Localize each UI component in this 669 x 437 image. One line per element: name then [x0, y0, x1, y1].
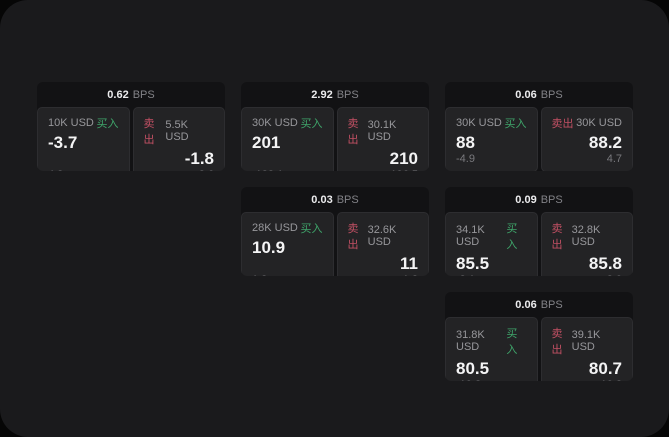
bps-header: 2.92 BPS	[241, 82, 429, 107]
sell-tile[interactable]: 卖出 5.5K USD -1.8 -2.6	[132, 107, 225, 171]
quote-card-1: 0.62 BPS 10K USD 买入 -3.7 4.3 卖出 5.5K USD	[37, 82, 225, 171]
sell-label: 卖出	[551, 328, 563, 356]
sell-tile[interactable]: 卖出 39.1K USD 80.7 10.2	[540, 317, 633, 381]
sell-tile[interactable]: 卖出 32.6K USD 11 -1.8	[336, 212, 429, 276]
quote-card-body: 34.1K USD 买入 85.5 -3.1 卖出 32.8K USD 85.8…	[445, 212, 633, 276]
buy-price: 10.9	[252, 238, 286, 257]
sell-amount: 32.6K USD	[367, 224, 397, 248]
sell-price: -1.8	[184, 149, 214, 168]
bps-unit-label: BPS	[336, 193, 359, 206]
bps-header: 0.09 BPS	[445, 187, 633, 212]
buy-amount: 28K USD	[252, 222, 298, 234]
sell-amount: 30K USD	[576, 117, 622, 129]
sell-label: 卖出	[551, 118, 574, 130]
sell-tile[interactable]: 卖出 30K USD 88.2 4.7	[540, 107, 633, 171]
buy-tile[interactable]: 30K USD 买入 88 -4.9	[445, 107, 538, 171]
quote-card-body: 30K USD 买入 201 -188.1 卖出 30.1K USD 210 1…	[241, 107, 429, 171]
buy-label: 买入	[504, 118, 527, 130]
buy-delta: 1.3	[252, 274, 323, 276]
quote-card-6: 0.06 BPS 31.8K USD 买入 80.5 -10.8 卖出 39.1…	[445, 292, 633, 381]
buy-label: 买入	[506, 223, 518, 251]
buy-tile[interactable]: 31.8K USD 买入 80.5 -10.8	[445, 317, 538, 381]
bps-header: 0.62 BPS	[37, 82, 225, 107]
buy-amount: 34.1K USD	[456, 224, 485, 248]
sell-price: 210	[389, 149, 418, 168]
bps-value: 0.03	[311, 193, 333, 206]
bps-unit-label: BPS	[540, 193, 563, 206]
quote-cards-grid: 0.62 BPS 10K USD 买入 -3.7 4.3 卖出 5.5K USD	[37, 82, 633, 381]
buy-amount: 31.8K USD	[456, 329, 485, 353]
sell-amount: 5.5K USD	[165, 119, 189, 143]
buy-tile[interactable]: 10K USD 买入 -3.7 4.3	[37, 107, 130, 171]
bps-unit-label: BPS	[540, 298, 563, 311]
quote-card-5: 0.09 BPS 34.1K USD 买入 85.5 -3.1 卖出 32.8K…	[445, 187, 633, 276]
buy-delta: -10.8	[456, 379, 527, 381]
sell-label: 卖出	[347, 223, 359, 251]
bps-value: 0.62	[107, 88, 129, 101]
buy-delta: -188.1	[252, 169, 323, 171]
buy-delta: -3.1	[456, 274, 527, 276]
quote-card-body: 28K USD 买入 10.9 1.3 卖出 32.6K USD 11 -1.8	[241, 212, 429, 276]
sell-label: 卖出	[551, 223, 563, 251]
quote-card-body: 31.8K USD 买入 80.5 -10.8 卖出 39.1K USD 80.…	[445, 317, 633, 381]
buy-amount: 30K USD	[456, 117, 502, 129]
sell-delta: 3.0	[552, 274, 622, 276]
buy-label: 买入	[300, 223, 323, 235]
quote-card-4: 0.03 BPS 28K USD 买入 10.9 1.3 卖出 32.6K US…	[241, 187, 429, 276]
sell-delta: -2.6	[144, 169, 214, 171]
sell-delta: 196.5	[348, 169, 418, 171]
buy-amount: 10K USD	[48, 117, 94, 129]
sell-price: 80.7	[588, 359, 622, 378]
sell-price: 11	[400, 254, 418, 273]
sell-amount: 39.1K USD	[571, 329, 601, 353]
buy-label: 买入	[506, 328, 518, 356]
buy-delta: 4.3	[48, 169, 119, 171]
bps-header: 0.03 BPS	[241, 187, 429, 212]
buy-tile[interactable]: 28K USD 买入 10.9 1.3	[241, 212, 334, 276]
buy-price: 80.5	[456, 359, 490, 378]
bps-header: 0.06 BPS	[445, 292, 633, 317]
buy-tile[interactable]: 34.1K USD 买入 85.5 -3.1	[445, 212, 538, 276]
buy-price: 88	[456, 133, 475, 152]
sell-label: 卖出	[143, 118, 155, 146]
buy-price: 85.5	[456, 254, 490, 273]
sell-delta: 4.7	[606, 152, 622, 165]
buy-price: 201	[252, 133, 281, 152]
buy-amount: 30K USD	[252, 117, 298, 129]
sell-price: 88.2	[588, 133, 622, 152]
quote-card-body: 10K USD 买入 -3.7 4.3 卖出 5.5K USD -1.8 -2.…	[37, 107, 225, 171]
bps-unit-label: BPS	[336, 88, 359, 101]
bps-value: 0.09	[515, 193, 537, 206]
sell-amount: 32.8K USD	[571, 224, 601, 248]
bps-value: 2.92	[311, 88, 333, 101]
quote-card-3: 0.06 BPS 30K USD 买入 88 -4.9 卖出 30K USD	[445, 82, 633, 171]
bps-value: 0.06	[515, 88, 537, 101]
buy-label: 买入	[96, 118, 119, 130]
bps-unit-label: BPS	[132, 88, 155, 101]
buy-delta: -4.9	[456, 152, 475, 165]
sell-tile[interactable]: 卖出 30.1K USD 210 196.5	[336, 107, 429, 171]
sell-price: 85.8	[588, 254, 622, 273]
sell-tile[interactable]: 卖出 32.8K USD 85.8 3.0	[540, 212, 633, 276]
sell-label: 卖出	[347, 118, 359, 146]
bps-value: 0.06	[515, 298, 537, 311]
buy-price: -3.7	[48, 133, 78, 152]
buy-label: 买入	[300, 118, 323, 130]
buy-tile[interactable]: 30K USD 买入 201 -188.1	[241, 107, 334, 171]
sell-delta: 10.2	[552, 379, 622, 381]
quote-card-body: 30K USD 买入 88 -4.9 卖出 30K USD 88.2 4.7	[445, 107, 633, 171]
bps-header: 0.06 BPS	[445, 82, 633, 107]
bps-unit-label: BPS	[540, 88, 563, 101]
quote-card-2: 2.92 BPS 30K USD 买入 201 -188.1 卖出 30.1K …	[241, 82, 429, 171]
sell-amount: 30.1K USD	[367, 119, 397, 143]
sell-delta: -1.8	[348, 274, 418, 276]
